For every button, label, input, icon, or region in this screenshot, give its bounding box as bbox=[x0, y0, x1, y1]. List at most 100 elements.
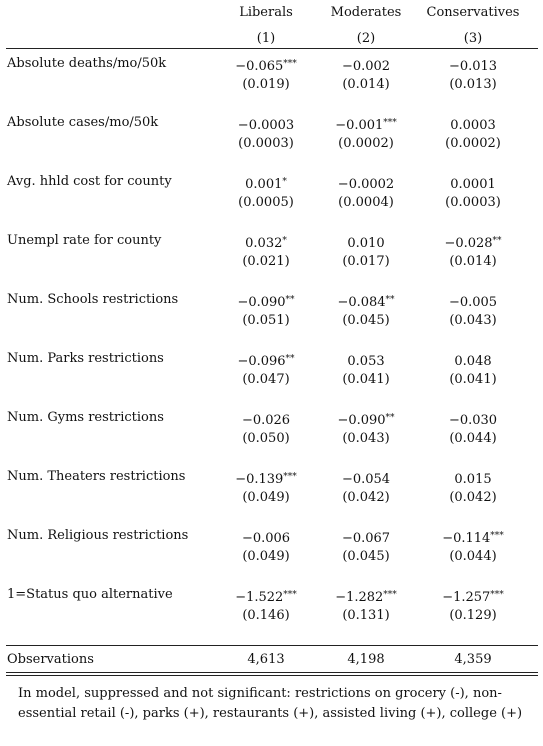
coef-cell: 0.048 bbox=[418, 351, 528, 370]
coef-value: −0.002 bbox=[341, 59, 391, 74]
coef-value: −0.067 bbox=[341, 531, 391, 546]
coef-cell: −0.005 bbox=[418, 292, 528, 311]
row-label: 1=Status quo alternative bbox=[7, 587, 173, 602]
significance-stars: ** bbox=[385, 295, 395, 305]
coef-value: −0.001 bbox=[335, 118, 384, 133]
coef-value: −0.013 bbox=[448, 59, 498, 74]
significance-stars: *** bbox=[283, 472, 297, 482]
coef-value: −0.006 bbox=[241, 531, 291, 546]
coef-cell: −0.054 bbox=[311, 469, 421, 488]
coef-cell: −0.139*** bbox=[211, 469, 321, 488]
coef-cell: −0.013 bbox=[418, 56, 528, 75]
column-header-conservatives: Conservatives bbox=[426, 5, 520, 20]
std-error: (0.019) bbox=[242, 77, 290, 92]
row-label: Num. Parks restrictions bbox=[7, 351, 164, 366]
coef-cell: −0.090** bbox=[211, 292, 321, 311]
coef-value: −0.026 bbox=[241, 413, 291, 428]
coef-cell: −1.522*** bbox=[211, 587, 321, 606]
std-error: (0.013) bbox=[449, 77, 497, 92]
std-error: (0.0005) bbox=[238, 195, 294, 210]
coef-cell: −0.002 bbox=[311, 56, 421, 75]
coef-cell: −0.028** bbox=[418, 233, 528, 252]
column-number: (3) bbox=[463, 31, 483, 46]
row-label: Avg. hhld cost for county bbox=[7, 174, 172, 189]
row-label: Num. Theaters restrictions bbox=[7, 469, 186, 484]
coef-value: 0.0003 bbox=[450, 118, 496, 133]
coef-cell: 0.001* bbox=[211, 174, 321, 193]
coef-value: 0.015 bbox=[454, 472, 492, 487]
std-error: (0.0004) bbox=[338, 195, 394, 210]
significance-stars: *** bbox=[383, 118, 397, 128]
coef-cell: −0.0003 bbox=[211, 115, 321, 134]
std-error: (0.129) bbox=[449, 608, 497, 623]
coef-value: 0.001 bbox=[245, 177, 283, 192]
std-error: (0.0002) bbox=[338, 136, 394, 151]
coef-value: −0.090 bbox=[337, 413, 386, 428]
coef-value: −1.522 bbox=[235, 590, 284, 605]
std-error: (0.041) bbox=[449, 372, 497, 387]
observations-value: 4,359 bbox=[454, 652, 492, 667]
column-header-moderates: Moderates bbox=[330, 5, 402, 20]
coef-cell: −0.067 bbox=[311, 528, 421, 547]
std-error: (0.051) bbox=[242, 313, 290, 328]
row-label: Absolute cases/mo/50k bbox=[7, 115, 159, 130]
coef-value: 0.032 bbox=[245, 236, 283, 251]
significance-stars: * bbox=[282, 236, 287, 246]
significance-stars: *** bbox=[383, 590, 397, 600]
std-error: (0.045) bbox=[342, 549, 390, 564]
coef-value: −0.090 bbox=[237, 295, 286, 310]
coef-value: 0.048 bbox=[454, 354, 492, 369]
std-error: (0.041) bbox=[342, 372, 390, 387]
std-error: (0.017) bbox=[342, 254, 390, 269]
bottom-rule bbox=[6, 672, 538, 673]
std-error: (0.0003) bbox=[445, 195, 501, 210]
coef-cell: 0.032* bbox=[211, 233, 321, 252]
significance-stars: *** bbox=[283, 590, 297, 600]
coef-value: 0.053 bbox=[347, 354, 385, 369]
significance-stars: ** bbox=[285, 295, 295, 305]
coef-cell: −0.065*** bbox=[211, 56, 321, 75]
std-error: (0.043) bbox=[342, 431, 390, 446]
coef-cell: −0.001*** bbox=[311, 115, 421, 134]
std-error: (0.042) bbox=[449, 490, 497, 505]
std-error: (0.045) bbox=[342, 313, 390, 328]
coef-cell: −0.114*** bbox=[418, 528, 528, 547]
std-error: (0.014) bbox=[449, 254, 497, 269]
significance-stars: *** bbox=[283, 59, 297, 69]
std-error: (0.131) bbox=[342, 608, 390, 623]
table-note: In model, suppressed and not significant… bbox=[18, 686, 523, 721]
coef-cell: −0.090** bbox=[311, 410, 421, 429]
std-error: (0.0003) bbox=[238, 136, 294, 151]
significance-stars: ** bbox=[285, 354, 295, 364]
coef-cell: 0.015 bbox=[418, 469, 528, 488]
coef-cell: 0.0001 bbox=[418, 174, 528, 193]
coef-value: −0.005 bbox=[448, 295, 498, 310]
significance-stars: *** bbox=[490, 590, 504, 600]
observations-value: 4,198 bbox=[347, 652, 385, 667]
column-header-liberals: Liberals bbox=[239, 5, 293, 20]
std-error: (0.021) bbox=[242, 254, 290, 269]
coef-value: −0.0003 bbox=[237, 118, 295, 133]
observations-label: Observations bbox=[7, 652, 94, 667]
std-error: (0.014) bbox=[342, 77, 390, 92]
std-error: (0.049) bbox=[242, 490, 290, 505]
column-number: (2) bbox=[356, 31, 376, 46]
coef-value: −0.030 bbox=[448, 413, 498, 428]
row-label: Num. Schools restrictions bbox=[7, 292, 179, 307]
coef-value: −0.028 bbox=[444, 236, 493, 251]
std-error: (0.044) bbox=[449, 431, 497, 446]
row-label: Num. Religious restrictions bbox=[7, 528, 189, 543]
std-error: (0.146) bbox=[242, 608, 290, 623]
std-error: (0.0002) bbox=[445, 136, 501, 151]
observations-rule bbox=[6, 645, 538, 646]
significance-stars: * bbox=[282, 177, 287, 187]
significance-stars: ** bbox=[492, 236, 502, 246]
row-label: Num. Gyms restrictions bbox=[7, 410, 164, 425]
coef-cell: −0.084** bbox=[311, 292, 421, 311]
coef-cell: 0.010 bbox=[311, 233, 421, 252]
coef-value: 0.010 bbox=[347, 236, 385, 251]
coef-value: 0.0001 bbox=[450, 177, 496, 192]
significance-stars: ** bbox=[385, 413, 395, 423]
std-error: (0.047) bbox=[242, 372, 290, 387]
coef-cell: −0.096** bbox=[211, 351, 321, 370]
